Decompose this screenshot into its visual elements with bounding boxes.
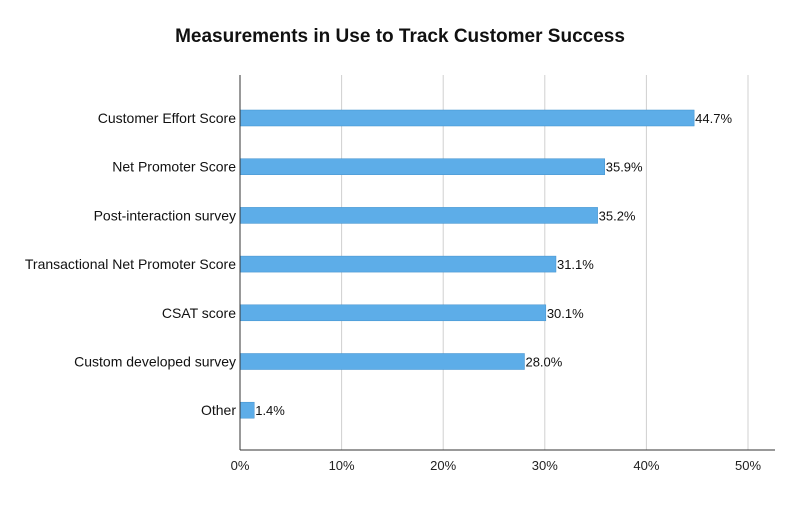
data-label: 30.1% — [547, 306, 584, 321]
x-tick-label: 20% — [430, 458, 456, 473]
x-tick-label: 10% — [329, 458, 355, 473]
bar — [239, 158, 605, 175]
bar — [239, 109, 695, 127]
axes — [239, 75, 775, 451]
x-tick-label: 0% — [231, 458, 250, 473]
x-tick-label: 40% — [633, 458, 659, 473]
data-label: 44.7% — [695, 111, 732, 126]
bars — [239, 109, 695, 419]
data-label: 35.2% — [599, 208, 636, 223]
bar — [239, 353, 525, 370]
chart-title: Measurements in Use to Track Customer Su… — [175, 26, 625, 47]
data-label: 31.1% — [557, 257, 594, 272]
bar — [239, 401, 255, 419]
labels: 0% 10% 20% 30% 40% 50% 44.7% Customer Effort Sc… — [25, 110, 762, 473]
data-label: 35.9% — [606, 160, 643, 175]
x-tick-label: 50% — [735, 458, 761, 473]
x-tick-label: 30% — [532, 458, 558, 473]
category-label: Customer Effort Score — [98, 110, 236, 126]
data-label: 28.0% — [525, 355, 562, 370]
category-label: Net Promoter Score — [112, 159, 236, 175]
category-label: CSAT score — [162, 305, 236, 321]
category-label: Custom developed survey — [74, 354, 236, 370]
bar — [239, 255, 557, 273]
category-label: Transactional Net Promoter Score — [25, 256, 236, 272]
bar — [239, 207, 598, 224]
data-label: 1.4% — [255, 403, 285, 418]
bar — [239, 304, 547, 322]
category-label: Other — [201, 402, 236, 418]
category-label: Post-interaction survey — [94, 207, 236, 223]
